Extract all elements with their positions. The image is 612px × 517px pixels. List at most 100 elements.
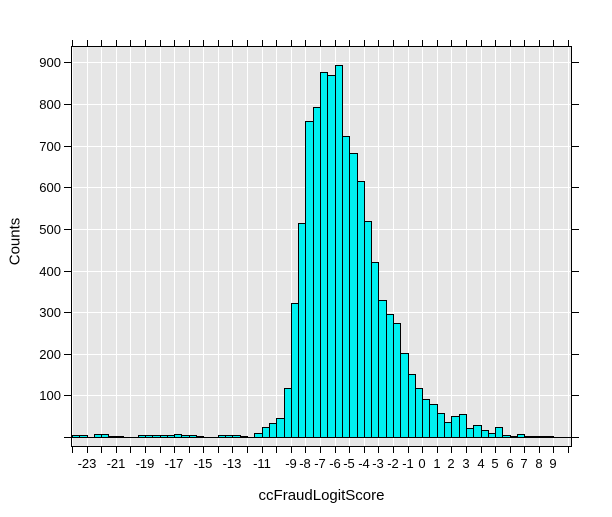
x-axis-top-tick — [305, 40, 306, 46]
y-tick-label: 600 — [39, 180, 61, 195]
histogram-bar[interactable] — [196, 436, 204, 438]
x-tick-label: -2 — [387, 456, 399, 471]
x-axis-tick — [232, 447, 233, 453]
y-axis-right-tick — [572, 271, 579, 272]
x-axis-top-tick — [320, 40, 321, 46]
x-axis-top-tick — [203, 40, 204, 46]
x-axis-tick — [539, 447, 540, 453]
y-gridline — [72, 62, 571, 63]
x-axis-top-tick — [510, 40, 511, 46]
x-axis-tick — [349, 447, 350, 453]
x-axis-tick — [437, 447, 438, 453]
x-axis-tick — [335, 447, 336, 453]
y-tick-label: 700 — [39, 139, 61, 154]
x-gridline — [189, 47, 190, 446]
x-gridline — [393, 47, 394, 446]
x-gridline — [437, 47, 438, 446]
histogram-bar[interactable] — [459, 414, 467, 438]
histogram-bar[interactable] — [546, 436, 554, 438]
x-tick-label: -6 — [329, 456, 341, 471]
x-gridline — [378, 47, 379, 446]
x-tick-label: 4 — [477, 456, 485, 471]
x-axis-tick — [451, 447, 452, 453]
x-axis-tick — [160, 447, 161, 453]
x-axis-top-tick — [291, 40, 292, 46]
x-gridline — [451, 47, 452, 446]
x-tick-label: 2 — [447, 456, 455, 471]
x-axis-tick — [145, 447, 146, 453]
y-axis-tick — [64, 437, 71, 438]
x-axis-top-tick — [553, 40, 554, 46]
x-tick-label: -17 — [164, 456, 184, 471]
x-tick-label: 1 — [433, 456, 441, 471]
x-tick-label: -8 — [299, 456, 311, 471]
y-axis-right-tick — [572, 354, 579, 355]
x-axis-tick — [481, 447, 482, 453]
y-tick-label: 900 — [39, 55, 61, 70]
x-axis-tick — [101, 447, 102, 453]
histogram-bar[interactable] — [495, 427, 503, 438]
x-axis-tick — [203, 447, 204, 453]
x-axis-tick — [189, 447, 190, 453]
x-gridline — [291, 47, 292, 446]
histogram-bar[interactable] — [79, 435, 88, 438]
x-tick-label: 8 — [535, 456, 543, 471]
histogram-bar[interactable] — [240, 436, 248, 438]
x-gridline — [466, 47, 467, 446]
x-axis-top-tick — [539, 40, 540, 46]
x-gridline — [408, 47, 409, 446]
x-gridline — [481, 47, 482, 446]
y-axis-tick — [64, 187, 71, 188]
y-axis-tick — [64, 271, 71, 272]
x-tick-label: -5 — [343, 456, 355, 471]
y-axis-right-tick — [572, 229, 579, 230]
x-tick-label: -11 — [253, 456, 271, 471]
x-axis-tick — [393, 447, 394, 453]
y-axis-right-tick — [572, 312, 579, 313]
y-tick-label: 400 — [39, 264, 61, 279]
x-gridline — [232, 47, 233, 446]
x-tick-label: 6 — [506, 456, 514, 471]
x-axis-tick — [524, 447, 525, 453]
x-tick-label: -23 — [77, 456, 97, 471]
x-axis-top-tick — [408, 40, 409, 46]
x-axis-top-tick — [174, 40, 175, 46]
y-tick-label: 500 — [39, 222, 61, 237]
x-gridline — [510, 47, 511, 446]
y-tick-label: 800 — [39, 97, 61, 112]
x-tick-label: -4 — [358, 456, 370, 471]
x-tick-label: -15 — [193, 456, 213, 471]
x-axis-top-tick — [393, 40, 394, 46]
x-gridline — [87, 47, 88, 446]
x-tick-label: -3 — [372, 456, 384, 471]
x-tick-label: 5 — [491, 456, 499, 471]
x-axis-top-tick — [422, 40, 423, 46]
x-tick-label: -9 — [285, 456, 297, 471]
x-axis-top-tick — [145, 40, 146, 46]
y-axis-tick — [64, 312, 71, 313]
x-axis-tick — [378, 447, 379, 453]
x-axis-tick — [87, 447, 88, 453]
histogram-bar[interactable] — [116, 436, 124, 438]
x-axis-top-tick — [335, 40, 336, 46]
x-axis-tick — [408, 447, 409, 453]
x-gridline — [72, 47, 73, 446]
x-axis-tick — [72, 447, 73, 453]
x-axis-top-tick — [130, 40, 131, 46]
x-tick-label: 9 — [549, 456, 557, 471]
x-gridline — [130, 47, 131, 446]
y-axis-right-tick — [572, 146, 579, 147]
x-axis-top-tick — [524, 40, 525, 46]
x-axis-title: ccFraudLogitScore — [258, 487, 385, 504]
x-axis-tick — [305, 447, 306, 453]
x-axis-top-tick — [481, 40, 482, 46]
y-axis-tick — [64, 395, 71, 396]
x-axis-top-tick — [262, 40, 263, 46]
y-tick-label: 200 — [39, 347, 61, 362]
x-axis-tick — [218, 447, 219, 453]
y-tick-label: 100 — [39, 388, 61, 403]
x-axis-top-tick — [466, 40, 467, 46]
x-axis-tick — [291, 447, 292, 453]
x-axis-top-tick — [451, 40, 452, 46]
